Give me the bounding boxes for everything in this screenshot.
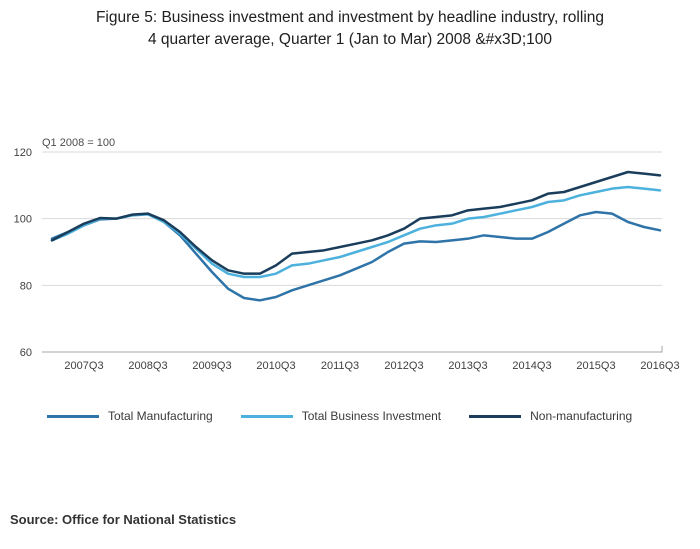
source-attribution: Source: Office for National Statistics	[10, 512, 237, 527]
index-annotation: Q1 2008 = 100	[42, 137, 115, 149]
series-lines	[50, 170, 662, 302]
legend-label: Total Manufacturing	[108, 409, 213, 423]
svg-text:2012Q3: 2012Q3	[384, 360, 423, 372]
legend-line-swatch	[47, 414, 99, 418]
legend-line-swatch	[240, 414, 293, 418]
svg-text:2016Q3: 2016Q3	[640, 360, 679, 372]
line-chart: 60 80 100 120 2007Q3 2008Q3 2009Q3 2010Q3 2011Q…	[14, 137, 680, 372]
legend-label: Non-manufacturing	[530, 409, 633, 423]
legend-item-non-manufacturing[interactable]: Non-manufacturing	[469, 409, 632, 423]
svg-text:2008Q3: 2008Q3	[128, 360, 167, 372]
chart-title-line-1: Figure 5: Business investment and invest…	[95, 9, 605, 26]
svg-text:2007Q3: 2007Q3	[64, 360, 103, 372]
svg-text:60: 60	[20, 347, 32, 359]
legend-line-swatch	[469, 414, 522, 418]
legend-item-total-business-investment[interactable]: Total Business Investment	[240, 409, 442, 423]
legend-item-total-manufacturing[interactable]: Total Manufacturing	[47, 409, 213, 423]
svg-text:2011Q3: 2011Q3	[321, 360, 359, 372]
gridlines	[42, 151, 663, 353]
svg-text:120: 120	[14, 147, 32, 159]
svg-text:2010Q3: 2010Q3	[256, 360, 295, 372]
chart-title-line-2: 4 quarter average, Quarter 1 (Jan to Mar…	[147, 31, 553, 49]
svg-text:2014Q3: 2014Q3	[512, 360, 551, 372]
svg-text:2013Q3: 2013Q3	[448, 360, 487, 372]
y-axis-labels: 60 80 100 120	[14, 147, 32, 359]
chart-title: Figure 5: Business investment and invest…	[28, 7, 672, 52]
x-axis-labels: 2007Q3 2008Q3 2009Q3 2010Q3 2011Q3 2012Q3 2013…	[64, 360, 679, 372]
svg-text:80: 80	[20, 280, 32, 292]
legend-label: Total Business Investment	[301, 409, 442, 423]
svg-text:2009Q3: 2009Q3	[192, 360, 231, 372]
chart-legend: Total Manufacturing Total Business Inves…	[47, 409, 632, 423]
svg-text:2015Q3: 2015Q3	[576, 360, 615, 372]
svg-text:100: 100	[14, 214, 32, 226]
